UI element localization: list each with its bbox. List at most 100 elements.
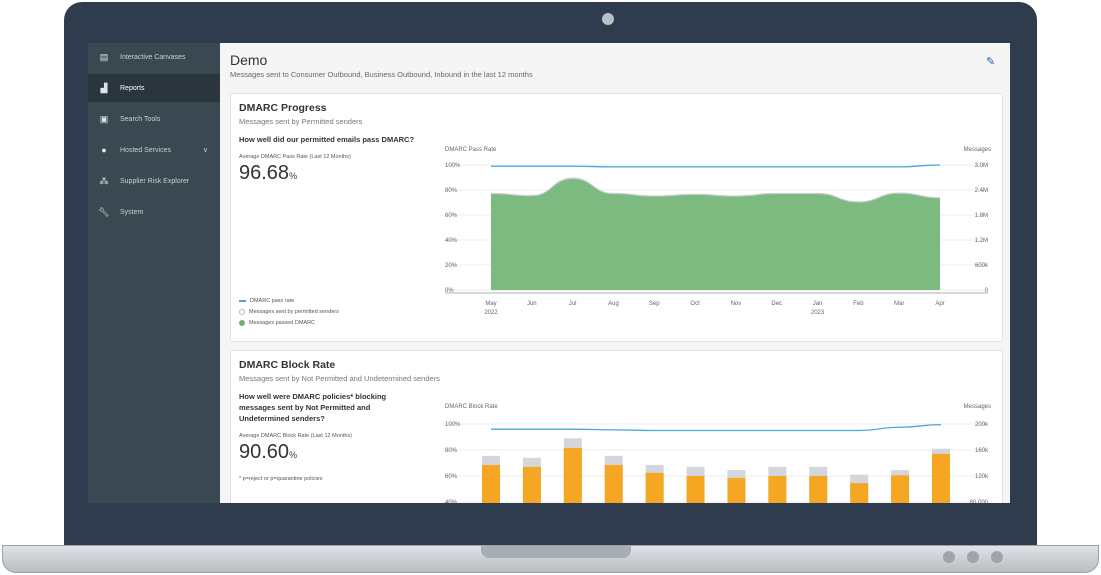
y-tick-right: 160k [975,448,989,454]
y-axis-title-left: DMARC Pass Rate [445,147,497,153]
line-swatch [239,299,246,302]
avg-unit: % [289,450,298,460]
charts-layer: DMARC Pass Rate Messages 100% 3.0M 80% 2.4M 60… [445,147,991,503]
x-tick: Aug [608,301,619,307]
y-tick-right: 600k [975,263,989,269]
block-rate-line [490,424,942,432]
chart-legend: DMARC pass rate Messages sent by permitt… [239,295,339,328]
y-tick-right: 3.0M [975,163,988,169]
x-tick: Jul [569,301,577,307]
x-tick: May [485,301,496,307]
canvas-icon: ▤ [99,51,109,62]
circle-swatch [239,308,245,315]
avg-value: 96.68% [239,162,297,185]
legend-item[interactable]: Messages sent by permitted senders [239,306,339,317]
y-tick-left: 60% [445,213,458,219]
chevron-down-icon[interactable]: ∨ [202,147,208,154]
sidebar-item-reports[interactable]: ▟ Reports [88,74,220,102]
y-tick-left: 100% [445,163,461,169]
y-tick-left: 60% [445,474,458,480]
sidebar-item-label: Interactive Canvases [120,53,186,61]
page-subtitle: Messages sent to Consumer Outbound, Busi… [230,70,533,79]
laptop-base [2,545,1099,573]
blocked-bar [563,448,582,503]
x-tick: Jun [527,301,537,307]
blocked-bar [809,476,828,503]
page-title: Demo [230,52,268,68]
card-question: How well did our permitted emails pass D… [239,135,415,144]
blocked-bar [891,475,910,503]
y-tick-left: 40% [445,238,458,244]
app-screen: ▤ Interactive Canvases ▟ Reports ▣ Search T… [88,43,1010,503]
x-tick: Jan [813,301,823,307]
x-tick: Nov [731,301,742,307]
legend-item[interactable]: Messages passed DMARC [239,317,339,328]
y-tick-right: 1.2M [975,238,988,244]
y-tick-left: 0% [445,288,454,294]
y-tick-right: 80,000 [970,500,989,503]
sidebar-item-hosted-services[interactable]: ● Hosted Services ∨ [88,136,220,164]
legend-label: Messages sent by permitted senders [249,308,339,315]
blocked-bar [727,477,746,503]
legend-label: DMARC pass rate [250,297,295,304]
avg-value: 90.60% [239,441,297,464]
camera [602,13,614,25]
avg-number: 96.68 [239,162,290,184]
indicator-dot [943,551,955,563]
avg-label: Average DMARC Pass Rate (Last 12 Months) [239,154,351,160]
pass-rate-line [490,164,941,168]
card-question: How well were DMARC policies* blocking m… [239,392,387,423]
sidebar-item-search-tools[interactable]: ▣ Search Tools [88,105,220,133]
sidebar-item-label: Reports [120,84,145,92]
sidebar: ▤ Interactive Canvases ▟ Reports ▣ Search T… [88,43,220,503]
circle-swatch [239,319,245,326]
avg-label: Average DMARC Block Rate (Last 12 Months… [239,433,352,439]
passed-area [491,179,940,290]
sidebar-item-label: Search Tools [120,115,161,123]
x-tick: Oct [690,301,700,307]
sidebar-item-interactive-canvases[interactable]: ▤ Interactive Canvases [88,43,220,71]
search-tools-icon: ▣ [99,113,109,124]
x-tick: Apr [935,301,944,307]
avg-unit: % [289,171,298,181]
blocked-bar [932,453,950,503]
legend-label: Messages passed DMARC [249,319,316,326]
sidebar-item-system[interactable]: 🔧︎ System [88,198,220,226]
card-subtitle: Messages sent by Permitted senders [239,117,363,126]
sidebar-item-label: Hosted Services [120,146,171,154]
blocked-bar [604,464,623,503]
x-tick: Sep [649,301,660,307]
y-tick-right: 200k [975,422,989,428]
globe-icon: ● [101,145,107,155]
x-tick-year: 2023 [811,310,825,316]
indicator-dot [991,551,1003,563]
blocked-bar [482,464,500,503]
card-title: DMARC Block Rate [239,359,336,371]
sidebar-item-label: Supplier Risk Explorer [120,177,190,185]
y-tick-left: 80% [445,448,458,454]
sidebar-item-label: System [120,208,144,216]
y-axis-title-right: Messages [964,404,991,410]
y-tick-left: 100% [445,422,461,428]
x-tick-year: 2022 [484,310,498,316]
y-tick-right: 120k [975,474,989,480]
card-subtitle: Messages sent by Not Permitted and Undet… [239,374,440,383]
wrench-icon: 🔧︎ [98,206,110,217]
x-tick: Feb [853,301,864,307]
y-axis-title-left: DMARC Block Rate [445,404,498,410]
edit-pencil-icon[interactable]: ✎ [986,56,996,68]
y-tick-left: 40% [445,500,458,503]
y-tick-left: 80% [445,188,458,194]
blocked-bar [686,476,705,503]
legend-item[interactable]: DMARC pass rate [239,295,339,306]
blocked-bar [522,466,541,503]
x-tick: Dec [771,301,782,307]
sidebar-item-supplier-risk-explorer[interactable]: ⁂ Supplier Risk Explorer [88,167,220,195]
y-tick-right: 2.4M [975,188,988,194]
blocked-bar [645,472,664,503]
x-tick: Mar [894,301,904,307]
blocked-bar [850,483,869,503]
policy-note: * p=reject or p=quarantine policies [239,476,323,482]
card-title: DMARC Progress [239,102,327,114]
laptop-notch [481,546,631,558]
